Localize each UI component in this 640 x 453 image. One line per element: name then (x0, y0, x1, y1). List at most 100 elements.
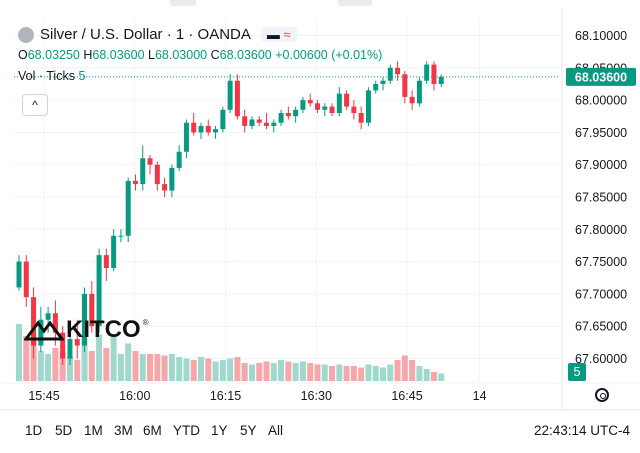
volume-bar (329, 366, 336, 381)
candle-body[interactable] (23, 261, 29, 298)
candle-body[interactable] (111, 235, 117, 269)
candle-body[interactable] (147, 158, 153, 165)
low-label: L (148, 48, 155, 62)
candle-body[interactable] (89, 293, 95, 327)
candle-body[interactable] (438, 76, 444, 84)
candle-body[interactable] (344, 93, 350, 107)
candle-body[interactable] (162, 184, 168, 191)
candle-body[interactable] (169, 167, 175, 191)
candle-body[interactable] (82, 293, 88, 346)
volume-bar (16, 324, 22, 381)
candle-body[interactable] (358, 113, 364, 123)
candle-body[interactable] (234, 80, 240, 117)
settings-gear-icon[interactable] (595, 388, 609, 402)
candle-body[interactable] (336, 93, 342, 114)
candle-body[interactable] (60, 332, 66, 359)
timeframe-all[interactable]: All (268, 423, 284, 438)
x-tick-label: 16:30 (301, 389, 332, 403)
x-tick-label: 16:00 (119, 389, 150, 403)
candle-body[interactable] (220, 109, 226, 130)
candle-body[interactable] (395, 67, 401, 75)
volume-bar (423, 369, 430, 381)
y-tick-label: 67.70000 (575, 287, 627, 301)
candle-body[interactable] (74, 339, 80, 346)
candle-body[interactable] (300, 100, 306, 110)
candle-body[interactable] (118, 235, 124, 237)
toolbar-remnant[interactable] (170, 0, 196, 6)
candle-body[interactable] (402, 74, 408, 97)
symbol-title[interactable]: Silver / U.S. Dollar · 1 · OANDA (40, 26, 251, 43)
candle-body[interactable] (242, 116, 248, 126)
timeframe-1d[interactable]: 1D (25, 423, 43, 438)
candle-body[interactable] (293, 109, 299, 117)
timeframe-5y[interactable]: 5Y (240, 423, 257, 438)
candle-body[interactable] (387, 67, 393, 81)
candle-body[interactable] (307, 100, 313, 104)
candle-body[interactable] (271, 122, 277, 126)
candle-body[interactable] (198, 125, 204, 133)
chart-header: Silver / U.S. Dollar · 1 · OANDA ▬ ≈ (18, 26, 297, 43)
volume-bar (23, 336, 30, 381)
candle-body[interactable] (183, 122, 189, 152)
market-status-badge[interactable]: ▬ ≈ (260, 27, 297, 42)
candle-body[interactable] (256, 119, 262, 123)
candle-body[interactable] (154, 164, 160, 185)
candle-body[interactable] (322, 106, 328, 110)
timeframe-3m[interactable]: 3M (114, 423, 133, 438)
candle-body[interactable] (45, 313, 51, 320)
candle-body[interactable] (227, 80, 233, 110)
candle-body[interactable] (67, 339, 73, 359)
candle-body[interactable] (329, 106, 335, 114)
volume-legend[interactable]: Vol · Ticks 5 (18, 69, 85, 83)
candle-body[interactable] (191, 122, 197, 133)
candle-body[interactable] (132, 180, 138, 185)
candle-body[interactable] (351, 106, 357, 114)
candle-body[interactable] (424, 64, 430, 81)
kitco-logo-mark (24, 320, 64, 341)
volume-bar (74, 360, 81, 381)
y-tick-label: 67.80000 (575, 223, 627, 237)
volume-bar (52, 348, 59, 381)
timeframe-1m[interactable]: 1M (84, 423, 103, 438)
y-tick-label: 67.85000 (575, 191, 627, 205)
timeframe-5d[interactable]: 5D (55, 423, 73, 438)
timeframe-6m[interactable]: 6M (143, 423, 162, 438)
candle-body[interactable] (380, 80, 386, 84)
candle-body[interactable] (285, 113, 291, 117)
candle-body[interactable] (431, 64, 437, 84)
volume-bar (394, 360, 401, 381)
candle-body[interactable] (365, 90, 371, 123)
volume-bar (416, 366, 423, 381)
timeframe-ytd[interactable]: YTD (173, 423, 200, 438)
candle-body[interactable] (278, 113, 284, 123)
candle-body[interactable] (103, 255, 109, 269)
candle-body[interactable] (409, 96, 415, 104)
volume-bar (45, 354, 52, 381)
candle-body[interactable] (176, 151, 182, 168)
volume-bar (285, 361, 292, 381)
candle-body[interactable] (373, 83, 379, 91)
collapse-legend-button[interactable]: ^ (22, 94, 48, 116)
volume-bar (132, 351, 139, 381)
candle-body[interactable] (125, 180, 131, 236)
volume-bar (219, 360, 226, 381)
volume-bar (161, 355, 168, 381)
timeframe-1y[interactable]: 1Y (211, 423, 228, 438)
candle-body[interactable] (140, 158, 146, 185)
volume-bar (30, 340, 37, 381)
candle-body[interactable] (264, 122, 270, 126)
toolbar-remnant[interactable] (338, 0, 372, 6)
candle-body[interactable] (31, 297, 37, 346)
candle-body[interactable] (16, 261, 22, 288)
candle-body[interactable] (314, 103, 320, 110)
volume-bar (307, 363, 314, 381)
candle-body[interactable] (38, 319, 44, 346)
candle-body[interactable] (213, 129, 219, 133)
candle-body[interactable] (96, 255, 102, 327)
candle-body[interactable] (416, 80, 422, 104)
candle-body[interactable] (249, 119, 255, 126)
candle-body[interactable] (52, 313, 58, 333)
candle-body[interactable] (205, 125, 211, 133)
volume-bar (117, 354, 124, 381)
